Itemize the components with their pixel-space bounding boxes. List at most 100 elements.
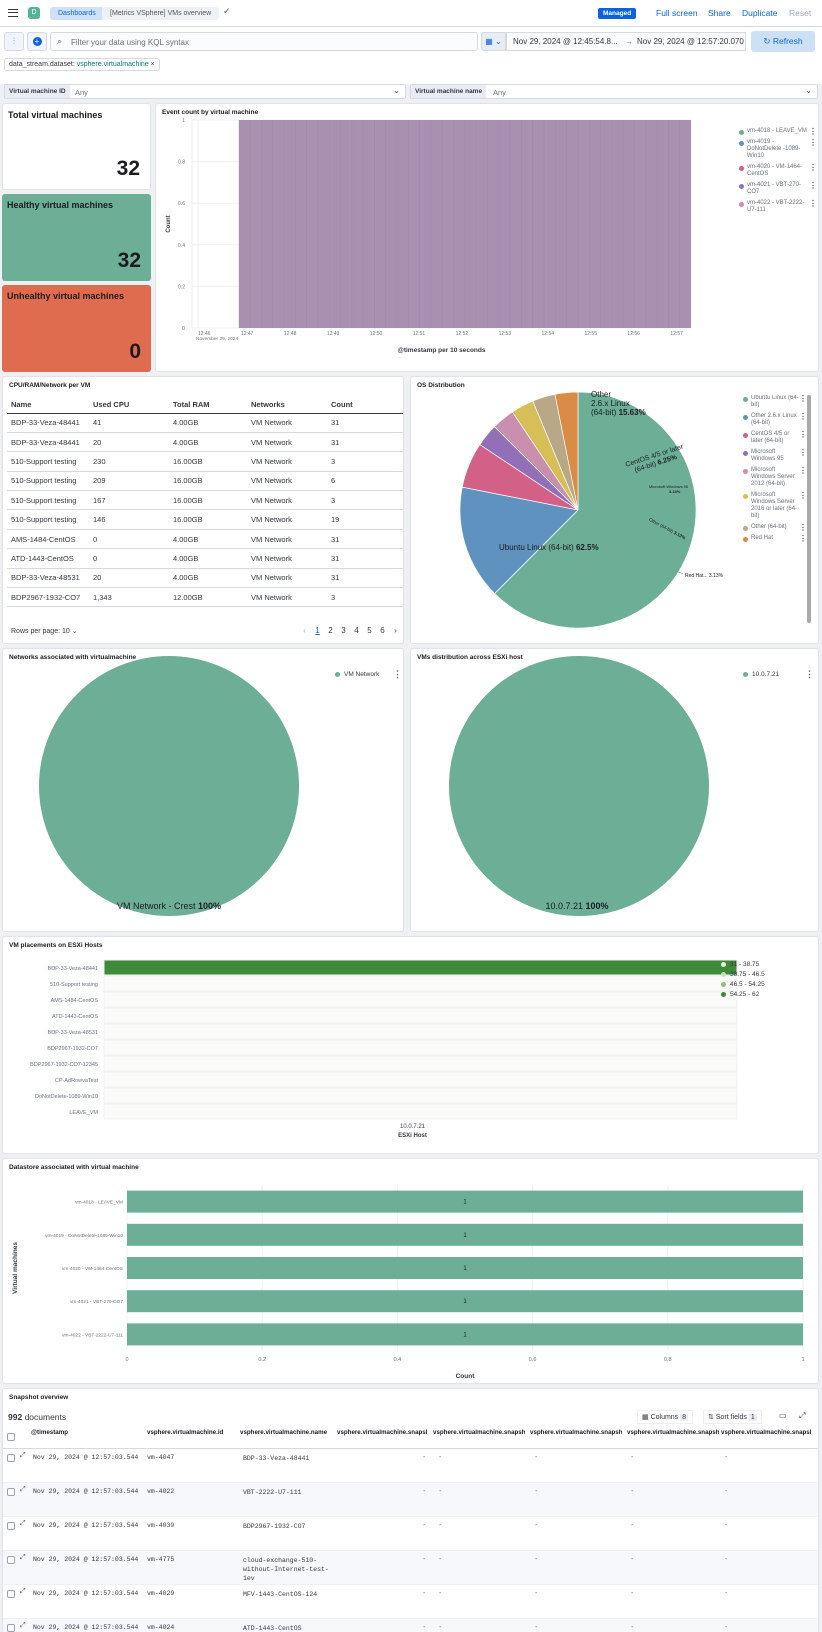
legend-menu-icon[interactable]: ⋮ [809, 138, 817, 147]
control-vm-id[interactable]: Virtual machine ID Any ⌄ [4, 84, 406, 99]
legend-menu-icon[interactable]: ⋮ [799, 430, 807, 439]
legend-menu-icon[interactable]: ⋮ [799, 466, 807, 475]
bar[interactable] [127, 1223, 803, 1246]
legend-item[interactable]: 31 - 38.75 [721, 961, 765, 969]
row-checkbox[interactable] [7, 1454, 15, 1462]
expand-icon[interactable]: ⤢ [20, 1452, 26, 1459]
bar[interactable] [127, 1257, 803, 1279]
legend-menu-icon[interactable]: ⋮ [809, 127, 817, 136]
page-button[interactable]: 4 [354, 626, 359, 635]
column-header[interactable]: @timestamp [31, 1429, 68, 1436]
refresh-button[interactable]: ↻ Refresh [751, 31, 815, 52]
bar[interactable] [127, 1190, 803, 1213]
legend-menu-icon[interactable]: ⋮ [799, 412, 807, 421]
heatmap-cell[interactable] [103, 1103, 738, 1120]
page-button[interactable]: 2 [328, 626, 333, 635]
prev-page-button[interactable]: ‹ [303, 626, 306, 635]
column-header[interactable]: Total RAM [173, 400, 210, 410]
legend-item[interactable]: CentOS 4/5 or later (64-bit) ⋮ [743, 431, 811, 445]
expand-icon[interactable]: ⤢ [20, 1554, 26, 1561]
expand-icon[interactable]: ⤢ [20, 1588, 26, 1595]
row-checkbox[interactable] [7, 1556, 15, 1564]
bar[interactable] [127, 1290, 803, 1313]
legend-menu-icon[interactable]: ⋮ [799, 395, 807, 403]
heatmap-cell[interactable] [103, 1071, 738, 1088]
legend-menu-icon[interactable]: ⋮ [799, 491, 807, 500]
pie-slice[interactable] [459, 486, 579, 595]
kql-search-input[interactable]: ⌕ Filter your data using KQL syntax [50, 32, 478, 51]
next-page-button[interactable]: › [394, 626, 397, 635]
legend-item[interactable]: vm-4021 - VBT-270-CO7 ⋮ [739, 182, 817, 196]
heatmap-cell[interactable] [103, 975, 738, 992]
row-checkbox[interactable] [7, 1624, 15, 1632]
control-vm-name[interactable]: Virtual machine name Any ⌄ [410, 84, 818, 99]
legend-menu-icon[interactable]: ⋮ [809, 163, 817, 172]
legend-menu-icon[interactable]: ⋮ [799, 523, 807, 532]
expand-icon[interactable]: ⤢ [20, 1622, 26, 1629]
legend-item[interactable]: Ubuntu Linux (64-bit) ⋮ [743, 395, 811, 409]
rows-per-page[interactable]: Rows per page: 10 ⌄ [11, 628, 78, 635]
share-button[interactable]: Share [708, 8, 731, 18]
pie-slice[interactable] [494, 391, 697, 629]
page-button[interactable]: 5 [367, 626, 372, 635]
column-header[interactable]: vsphere.virtualmachine.snapshot.info.des… [627, 1429, 719, 1436]
expand-icon[interactable]: ⤢ [20, 1520, 26, 1527]
legend-item[interactable]: 46.5 - 54.25 [721, 981, 765, 989]
legend-scrollbar[interactable] [807, 395, 811, 623]
row-checkbox[interactable] [7, 1522, 15, 1530]
legend-item[interactable]: 38.75 - 46.5 [721, 971, 765, 979]
pie-slice[interactable] [554, 391, 579, 511]
select-all-checkbox[interactable] [7, 1433, 15, 1441]
add-filter-button[interactable]: + [27, 32, 47, 51]
column-header[interactable]: Networks [251, 400, 285, 410]
fullscreen-icon[interactable]: ⤢ [799, 1411, 806, 1420]
legend-menu-icon[interactable]: ⋮ [799, 448, 807, 457]
heatmap-cell[interactable] [103, 959, 738, 976]
bar[interactable] [127, 1323, 803, 1346]
legend-item[interactable]: vm-4020 - VM-1464-CentOS ⋮ [739, 164, 817, 178]
legend-item[interactable]: Red Hat ⋮ [743, 534, 811, 543]
legend-item[interactable]: vm-4018 - LEAVE_VM ⋮ [739, 127, 817, 136]
legend-item[interactable]: Other 2.6.x Linux (64-bit) ⋮ [743, 413, 811, 427]
filter-pill[interactable]: data_stream.dataset: vsphere.virtualmach… [4, 58, 160, 71]
legend-menu-icon[interactable]: ⋮ [809, 199, 817, 208]
page-button[interactable]: 3 [341, 626, 346, 635]
row-checkbox[interactable] [7, 1488, 15, 1496]
column-header[interactable]: vsphere.virtualmachine.snapshot.info.sta… [721, 1429, 811, 1436]
heatmap-cell[interactable] [103, 1039, 738, 1056]
columns-button[interactable]: ▦ Columns 8 [637, 1410, 694, 1424]
full-screen-button[interactable]: Full screen [656, 8, 698, 18]
menu-icon[interactable] [8, 9, 18, 17]
legend-menu-icon[interactable]: ⋮ [799, 534, 807, 543]
legend-menu-icon[interactable]: ⋮ [805, 669, 814, 679]
reset-button[interactable]: Reset [789, 8, 812, 18]
date-range[interactable]: Nov 29, 2024 @ 12:45:54.8... → Nov 29, 2… [506, 32, 746, 51]
column-header[interactable]: vsphere.virtualmachine.snapshot.info.cre… [433, 1429, 525, 1436]
expand-icon[interactable]: ⤢ [20, 1486, 26, 1493]
column-header[interactable]: Name [11, 400, 32, 410]
date-end[interactable]: Nov 29, 2024 @ 12:57:20.070 [637, 37, 744, 46]
column-header[interactable]: Count [331, 400, 353, 410]
row-checkbox[interactable] [7, 1590, 15, 1598]
close-icon[interactable]: × [150, 61, 155, 68]
heatmap-cell[interactable] [103, 1055, 738, 1072]
column-header[interactable]: vsphere.virtualmachine.snapshot.info.id [337, 1429, 427, 1436]
heatmap-cell[interactable] [103, 991, 738, 1008]
space-avatar[interactable]: D [28, 7, 40, 19]
legend-item[interactable]: vm-4019 - DoNotDelete -1089-Win10 ⋮ [739, 139, 817, 160]
legend-item[interactable]: Microsoft Windows Server 2012 (64-bit) ⋮ [743, 467, 811, 488]
heatmap-cell[interactable] [103, 1023, 738, 1040]
page-button[interactable]: 6 [380, 626, 385, 635]
page-button[interactable]: 1 [315, 626, 320, 635]
duplicate-button[interactable]: Duplicate [742, 8, 778, 18]
date-picker-button[interactable]: ▦ ⌄ [481, 32, 506, 51]
legend-item[interactable]: Other (64-bit) ⋮ [743, 523, 811, 532]
column-header[interactable]: vsphere.virtualmachine.id [147, 1429, 224, 1436]
legend-item[interactable]: Microsoft Windows 95 ⋮ [743, 449, 811, 463]
legend-item[interactable]: vm-4022 - VBT-2222-U7-111 ⋮ [739, 200, 817, 214]
filter-menu-button[interactable]: ⫶ [4, 32, 24, 51]
column-header[interactable]: vsphere.virtualmachine.name [240, 1429, 328, 1436]
legend-menu-icon[interactable]: ⋮ [809, 181, 817, 190]
heatmap-cell[interactable] [103, 1087, 738, 1104]
legend-menu-icon[interactable]: ⋮ [393, 669, 402, 679]
